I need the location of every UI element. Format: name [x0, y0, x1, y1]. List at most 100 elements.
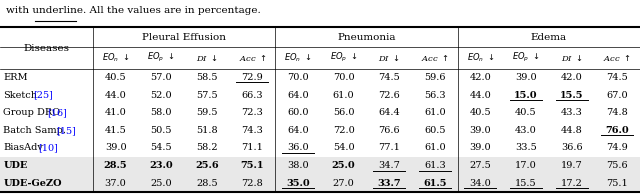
Text: $EO_p$ $\downarrow$: $EO_p$ $\downarrow$	[512, 51, 540, 64]
Text: 25.0: 25.0	[150, 179, 172, 188]
Text: 77.1: 77.1	[378, 143, 400, 152]
Text: 74.3: 74.3	[241, 126, 263, 135]
Text: 72.6: 72.6	[378, 91, 400, 100]
Text: Sketch: Sketch	[3, 91, 37, 100]
Text: 34.7: 34.7	[378, 161, 400, 170]
Text: 57.0: 57.0	[150, 73, 172, 82]
Text: 41.5: 41.5	[105, 126, 127, 135]
Text: 40.5: 40.5	[515, 108, 537, 117]
Text: 36.6: 36.6	[561, 143, 582, 152]
Text: 75.6: 75.6	[606, 161, 628, 170]
Text: Edema: Edema	[531, 33, 567, 42]
Text: 51.8: 51.8	[196, 126, 218, 135]
Text: 56.3: 56.3	[424, 91, 445, 100]
Text: 74.8: 74.8	[606, 108, 628, 117]
Text: $EO_p$ $\downarrow$: $EO_p$ $\downarrow$	[147, 51, 175, 64]
Text: 42.0: 42.0	[470, 73, 492, 82]
Text: Diseases: Diseases	[24, 44, 69, 53]
Text: 54.5: 54.5	[150, 143, 172, 152]
Text: [16]: [16]	[47, 108, 67, 117]
Text: 57.5: 57.5	[196, 91, 218, 100]
Text: 64.0: 64.0	[287, 126, 309, 135]
Text: 33.7: 33.7	[378, 179, 401, 188]
Text: 61.0: 61.0	[333, 91, 355, 100]
Text: [10]: [10]	[38, 143, 58, 152]
Text: 35.0: 35.0	[286, 179, 310, 188]
Text: 59.6: 59.6	[424, 73, 445, 82]
Text: 23.0: 23.0	[149, 161, 173, 170]
Text: 17.2: 17.2	[561, 179, 582, 188]
Text: 70.0: 70.0	[333, 73, 355, 82]
Text: DI $\downarrow$: DI $\downarrow$	[561, 53, 582, 63]
Text: 39.0: 39.0	[105, 143, 127, 152]
Text: 76.0: 76.0	[605, 126, 629, 135]
Text: 64.0: 64.0	[287, 91, 309, 100]
Text: 15.0: 15.0	[514, 91, 538, 100]
Text: 71.1: 71.1	[241, 143, 263, 152]
Text: 72.9: 72.9	[241, 73, 263, 82]
Text: 54.0: 54.0	[333, 143, 355, 152]
Text: 40.5: 40.5	[470, 108, 492, 117]
Text: 37.0: 37.0	[105, 179, 127, 188]
Text: 38.0: 38.0	[287, 161, 309, 170]
Text: $EO_p$ $\downarrow$: $EO_p$ $\downarrow$	[330, 51, 357, 64]
FancyBboxPatch shape	[93, 174, 640, 192]
Text: DI $\downarrow$: DI $\downarrow$	[196, 53, 218, 63]
Text: Pneumonia: Pneumonia	[337, 33, 396, 42]
Text: 58.0: 58.0	[150, 108, 172, 117]
Text: [25]: [25]	[33, 91, 53, 100]
Text: 27.0: 27.0	[333, 179, 355, 188]
Text: 60.0: 60.0	[287, 108, 308, 117]
Text: 60.5: 60.5	[424, 126, 445, 135]
Text: ERM: ERM	[3, 73, 28, 82]
Text: UDE: UDE	[3, 161, 28, 170]
Text: 52.0: 52.0	[150, 91, 172, 100]
Text: $EO_n$ $\downarrow$: $EO_n$ $\downarrow$	[467, 52, 494, 64]
Text: 28.5: 28.5	[104, 161, 127, 170]
Text: 39.0: 39.0	[515, 73, 537, 82]
Text: 74.5: 74.5	[378, 73, 400, 82]
Text: $EO_n$ $\downarrow$: $EO_n$ $\downarrow$	[102, 52, 129, 64]
Text: 56.0: 56.0	[333, 108, 355, 117]
Text: 33.5: 33.5	[515, 143, 537, 152]
Text: 58.2: 58.2	[196, 143, 218, 152]
Text: [15]: [15]	[56, 126, 76, 135]
Text: 39.0: 39.0	[470, 126, 492, 135]
Text: 28.5: 28.5	[196, 179, 218, 188]
Text: 15.5: 15.5	[560, 91, 583, 100]
Text: 61.5: 61.5	[423, 179, 447, 188]
Text: 75.1: 75.1	[241, 161, 264, 170]
Text: 44.0: 44.0	[105, 91, 127, 100]
Text: 43.3: 43.3	[561, 108, 582, 117]
Text: 19.7: 19.7	[561, 161, 582, 170]
FancyBboxPatch shape	[93, 157, 640, 174]
Text: 50.5: 50.5	[150, 126, 172, 135]
Text: 58.5: 58.5	[196, 73, 218, 82]
Text: 72.0: 72.0	[333, 126, 355, 135]
Text: 75.1: 75.1	[606, 179, 628, 188]
Text: 42.0: 42.0	[561, 73, 582, 82]
Text: 76.6: 76.6	[378, 126, 400, 135]
Text: with underline. All the values are in percentage.: with underline. All the values are in pe…	[6, 6, 261, 15]
Text: 66.3: 66.3	[241, 91, 263, 100]
Text: 36.0: 36.0	[287, 143, 309, 152]
Text: 25.0: 25.0	[332, 161, 355, 170]
FancyBboxPatch shape	[0, 174, 93, 192]
Text: 25.6: 25.6	[195, 161, 219, 170]
Text: 43.0: 43.0	[515, 126, 537, 135]
Text: UDE-GeZO: UDE-GeZO	[3, 179, 61, 188]
Text: 72.3: 72.3	[241, 108, 263, 117]
Text: BiasAdv: BiasAdv	[3, 143, 43, 152]
Text: 70.0: 70.0	[287, 73, 309, 82]
Text: 61.0: 61.0	[424, 143, 445, 152]
Text: DI $\downarrow$: DI $\downarrow$	[378, 53, 400, 63]
Text: 44.0: 44.0	[470, 91, 492, 100]
FancyBboxPatch shape	[0, 157, 93, 174]
Text: 27.5: 27.5	[470, 161, 492, 170]
Text: 34.0: 34.0	[470, 179, 492, 188]
Text: 72.8: 72.8	[241, 179, 263, 188]
Text: Acc $\uparrow$: Acc $\uparrow$	[421, 53, 449, 63]
Text: 41.0: 41.0	[105, 108, 127, 117]
Text: 74.9: 74.9	[606, 143, 628, 152]
Text: 39.0: 39.0	[470, 143, 492, 152]
